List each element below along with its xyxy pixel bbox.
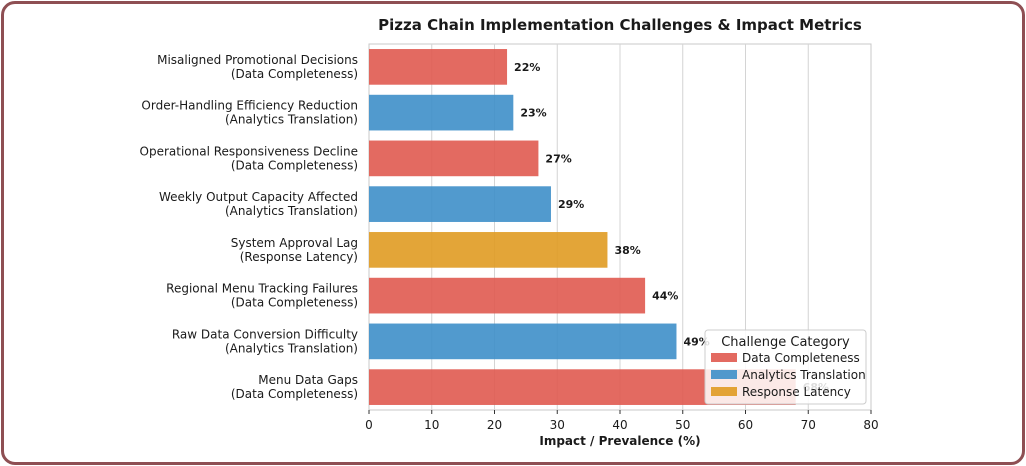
- legend-entry-label: Data Completeness: [742, 351, 860, 365]
- y-tick-category: (Data Completeness): [231, 158, 358, 172]
- y-tick-label: System Approval Lag: [231, 236, 358, 250]
- x-tick-label: 40: [612, 418, 627, 432]
- y-tick-category: (Data Completeness): [231, 387, 358, 401]
- bar: [369, 49, 508, 85]
- chart-title: Pizza Chain Implementation Challenges & …: [378, 16, 862, 34]
- bar-value-label: 27%: [545, 152, 571, 165]
- y-tick-category: (Analytics Translation): [225, 341, 358, 355]
- x-tick-label: 50: [675, 418, 690, 432]
- x-tick-label: 70: [801, 418, 816, 432]
- bar: [369, 140, 539, 177]
- legend-title: Challenge Category: [721, 335, 850, 350]
- x-tick-label: 30: [550, 418, 565, 432]
- bar: [369, 323, 677, 360]
- y-tick-category: (Analytics Translation): [225, 113, 358, 127]
- y-tick-label: Operational Responsiveness Decline: [140, 144, 358, 158]
- x-tick-label: 10: [424, 418, 439, 432]
- bar-value-label: 49%: [683, 335, 709, 348]
- y-tick-category: (Data Completeness): [231, 67, 358, 81]
- x-tick-label: 60: [738, 418, 753, 432]
- bar: [369, 232, 608, 268]
- bar-value-label: 38%: [614, 244, 640, 257]
- legend-box: [704, 329, 867, 405]
- bar-value-label: 44%: [652, 290, 678, 303]
- bar: [369, 277, 646, 314]
- legend-entry-label: Response Latency: [742, 385, 851, 399]
- y-tick-label: Order-Handling Efficiency Reduction: [141, 99, 358, 113]
- y-tick-label: Raw Data Conversion Difficulty: [172, 327, 358, 341]
- y-axis-labels: Misaligned Promotional Decisions(Data Co…: [140, 53, 358, 401]
- bar: [369, 186, 551, 222]
- y-tick-label: Menu Data Gaps: [258, 373, 358, 387]
- bar-value-label: 22%: [514, 61, 540, 74]
- x-axis-label: Impact / Prevalence (%): [539, 434, 700, 448]
- bar-value-label: 29%: [558, 198, 584, 211]
- legend-swatch: [711, 370, 737, 379]
- legend-swatch: [711, 387, 737, 396]
- legend-entry-label: Analytics Translation: [742, 368, 866, 382]
- bar-value-label: 23%: [520, 107, 546, 120]
- x-tick-label: 20: [487, 418, 502, 432]
- y-tick-category: (Response Latency): [240, 250, 358, 264]
- y-tick-label: Misaligned Promotional Decisions: [157, 53, 358, 67]
- legend-swatch: [711, 353, 737, 362]
- x-axis-ticks: 0 10 20 30 40 50 60 70 80: [365, 410, 879, 432]
- x-tick-label: 0: [365, 418, 373, 432]
- y-tick-category: (Data Completeness): [231, 296, 358, 310]
- y-tick-label: Weekly Output Capacity Affected: [159, 190, 358, 204]
- y-tick-label: Regional Menu Tracking Failures: [166, 282, 358, 296]
- x-tick-label: 80: [863, 418, 878, 432]
- y-tick-category: (Analytics Translation): [225, 204, 358, 218]
- bar: [369, 94, 514, 131]
